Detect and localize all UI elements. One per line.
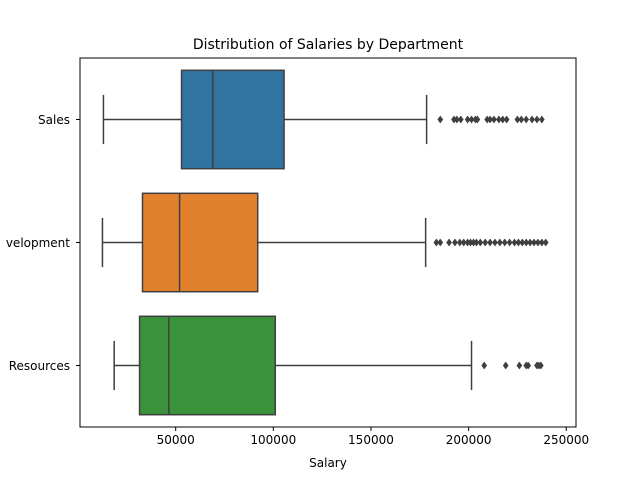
outlier-point xyxy=(456,238,463,247)
outlier-point xyxy=(457,115,464,124)
outlier-point xyxy=(502,361,509,370)
outlier-point xyxy=(495,115,502,124)
box-iqr xyxy=(141,192,259,293)
outlier-point xyxy=(511,238,518,247)
outlier-point xyxy=(468,115,475,124)
outlier-point xyxy=(499,115,506,124)
outlier-point xyxy=(516,361,523,370)
plot-area-border xyxy=(79,57,577,428)
outlier-point xyxy=(538,238,545,247)
outlier-point xyxy=(515,238,522,247)
outlier-point xyxy=(446,238,452,247)
outlier-point xyxy=(491,115,497,124)
y-tick-label: Resources xyxy=(9,359,70,373)
box-iqr xyxy=(138,315,277,416)
outlier-point xyxy=(482,238,489,247)
outlier-point xyxy=(529,115,535,124)
outlier-point xyxy=(518,115,525,124)
outlier-point xyxy=(481,361,488,370)
y-tick-label: velopment xyxy=(6,236,70,250)
box-group-2 xyxy=(113,315,544,416)
y-axis: Sales velopment Resources xyxy=(6,113,80,373)
outlier-point xyxy=(501,238,508,247)
outlier-point xyxy=(453,115,460,124)
outlier-point xyxy=(523,115,530,124)
x-tick-label: 100000 xyxy=(250,433,296,447)
outlier-point xyxy=(487,238,493,247)
outlier-point xyxy=(433,238,440,247)
y-tick-label: Sales xyxy=(38,113,70,127)
outlier-point xyxy=(523,238,530,247)
chart-marks xyxy=(101,69,549,416)
outlier-point xyxy=(473,238,480,247)
outlier-point xyxy=(487,115,493,124)
outlier-point xyxy=(503,115,510,124)
outlier-point xyxy=(538,115,545,124)
outlier-point xyxy=(477,238,484,247)
outlier-point xyxy=(496,238,503,247)
outlier-point xyxy=(492,238,498,247)
outlier-point xyxy=(460,238,467,247)
outlier-point xyxy=(534,115,540,124)
x-tick-label: 250000 xyxy=(543,433,589,447)
box-group-0 xyxy=(102,69,545,170)
outlier-point xyxy=(542,238,549,247)
chart-title: Distribution of Salaries by Department xyxy=(193,37,464,53)
box-iqr xyxy=(180,69,285,170)
outlier-point xyxy=(474,115,481,124)
outlier-point xyxy=(452,238,458,247)
outlier-point xyxy=(437,115,444,124)
outlier-point xyxy=(506,238,513,247)
outlier-point xyxy=(537,361,544,370)
outlier-point xyxy=(514,115,521,124)
outlier-point xyxy=(525,361,532,370)
box-group-1 xyxy=(101,192,549,293)
x-tick-label: 150000 xyxy=(348,433,394,447)
outlier-point xyxy=(464,115,471,124)
x-axis: 50000 100000 150000 200000 250000 xyxy=(157,427,589,447)
x-tick-label: 50000 xyxy=(157,433,195,447)
outlier-point xyxy=(535,238,541,247)
outlier-point xyxy=(527,238,534,247)
outlier-point xyxy=(531,238,537,247)
x-axis-label: Salary xyxy=(309,456,347,470)
outlier-point xyxy=(437,238,444,247)
x-tick-label: 200000 xyxy=(446,433,492,447)
outlier-point xyxy=(519,238,526,247)
